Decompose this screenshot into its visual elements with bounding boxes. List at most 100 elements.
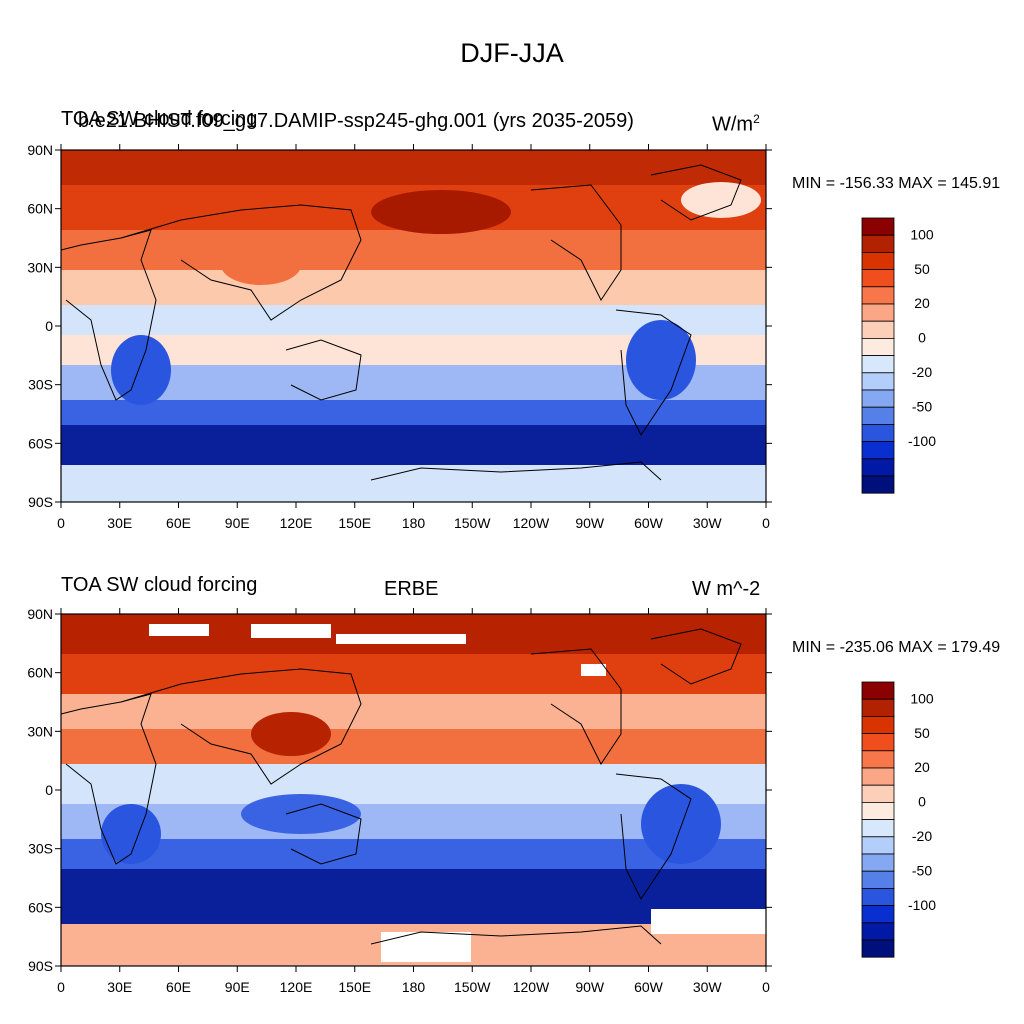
colorbar-label: 20	[914, 759, 930, 775]
colorbar-swatch	[861, 698, 895, 717]
lat-tick-label: 30S	[28, 377, 53, 393]
colorbar-swatch	[861, 905, 895, 924]
feature-maritime-continent	[241, 794, 361, 834]
missing-data-canada	[581, 664, 606, 676]
lon-tick-label: 30W	[693, 515, 723, 531]
coastline-antarctica	[370, 925, 662, 945]
colorbar-swatch	[861, 441, 895, 460]
colorbar-label: -100	[908, 433, 936, 449]
colorbar-swatch	[861, 922, 895, 941]
colorbar-swatch	[861, 767, 895, 786]
coastline-greenland	[650, 164, 742, 221]
panel1-center-label: b.e21.BHIST.f09_g17.DAMIP-ssp245-ghg.001…	[78, 110, 634, 132]
band-antarctic	[61, 465, 766, 502]
feature-southern-africa	[111, 335, 171, 405]
lon-tick-label: 150W	[454, 515, 491, 531]
lon-tick-label: 150W	[454, 979, 491, 995]
band-equator	[61, 764, 766, 804]
missing-data-arctic-north	[251, 624, 331, 638]
panel1-minmax: MIN = -156.33 MAX = 145.91	[792, 175, 1001, 192]
band-northern-tropics	[61, 270, 766, 305]
panel2-right-label: W m^-2	[692, 578, 761, 600]
lon-tick-label: 90W	[575, 515, 605, 531]
panel2-left-label: TOA SW cloud forcing	[61, 574, 258, 596]
lat-tick-label: 90N	[27, 142, 53, 158]
lat-tick-label: 30N	[27, 259, 53, 275]
band-southern-ocean	[61, 869, 766, 924]
colorbar-swatch	[861, 853, 895, 872]
lon-tick-label: 60W	[634, 979, 664, 995]
colorbar-swatch	[861, 269, 895, 288]
lon-tick-label: 120E	[280, 979, 313, 995]
latitude-axis: 90N 60N 30N 0 30S 60S 90S	[27, 606, 772, 974]
colorbar-swatch	[861, 252, 895, 271]
coastline-antarctica	[370, 461, 662, 481]
lon-tick-label: 60E	[166, 979, 191, 995]
figure-title: DJF-JJA	[460, 38, 564, 68]
colorbar-swatch	[861, 389, 895, 408]
lat-tick-label: 60N	[27, 665, 53, 681]
lon-tick-label: 90E	[225, 979, 250, 995]
lat-tick-label: 0	[45, 318, 53, 334]
colorbar-label: 50	[914, 261, 930, 277]
coastline-south-america	[615, 773, 692, 900]
colorbar-swatch	[861, 681, 895, 700]
colorbar-label: 20	[914, 295, 930, 311]
lon-tick-label: 120E	[280, 515, 313, 531]
latitude-axis: 90N 60N 30N 0 30S 60S 90S	[27, 142, 772, 510]
lat-tick-label: 30S	[28, 841, 53, 857]
colorbar-swatch	[861, 286, 895, 305]
band-northern-tropics	[61, 729, 766, 764]
lon-tick-label: 60W	[634, 515, 664, 531]
panel2-center-label: ERBE	[384, 578, 439, 600]
colorbar-swatch	[861, 870, 895, 889]
colorbar-label: 0	[918, 330, 926, 346]
colorbar-swatch	[861, 819, 895, 838]
colorbar-swatch	[861, 784, 895, 803]
lon-tick-label: 90W	[575, 979, 605, 995]
missing-data-siberia	[149, 624, 209, 636]
panel2-minmax: MIN = -235.06 MAX = 179.49	[792, 639, 1001, 656]
colorbar-swatch	[861, 475, 895, 494]
lon-tick-label: 150E	[338, 515, 371, 531]
band-northern-subtropics	[61, 230, 766, 270]
lat-tick-label: 90N	[27, 606, 53, 622]
band-southern-ocean	[61, 425, 766, 465]
colorbar-swatch	[861, 320, 895, 339]
feature-southern-africa	[101, 804, 161, 864]
colorbar-swatch	[861, 406, 895, 425]
coastline-north-america	[530, 648, 622, 765]
lon-tick-label: 120W	[513, 979, 550, 995]
coastline-north-america	[530, 184, 622, 301]
band-southern-mid	[61, 400, 766, 425]
colorbar-swatch	[861, 836, 895, 855]
colorbar-swatch	[861, 716, 895, 735]
panel1-colorbar: 100 50 20 0 -20 -50 -100	[861, 217, 936, 494]
colorbar-swatch	[861, 217, 895, 236]
missing-data-arctic-ocean	[336, 634, 466, 644]
feature-greenland	[681, 182, 761, 218]
colorbar-swatch	[861, 939, 895, 958]
band-northern-mid	[61, 654, 766, 694]
feature-north-pacific	[371, 190, 511, 234]
panel1-units-superscript: 2	[753, 112, 760, 126]
longitude-axis: 0 30E 60E 90E 120E 150E 180 150W 120W 90W 60W 30W 0	[57, 608, 770, 995]
lon-tick-label: 30W	[693, 979, 723, 995]
colorbar-swatch	[861, 750, 895, 769]
colorbar-label: -20	[912, 364, 932, 380]
lat-tick-label: 90S	[28, 494, 53, 510]
colorbar-swatch	[861, 801, 895, 820]
coastline-eurasia	[120, 668, 362, 785]
panel2-colorbar: 100 50 20 0 -20 -50 -100	[861, 681, 936, 958]
panel1-map: 90N 60N 30N 0 30S 60S 90S 0 30E 60E 90E 120E 150E 18…	[27, 142, 936, 531]
colorbar-swatch	[861, 372, 895, 391]
lon-tick-label: 0	[57, 515, 65, 531]
colorbar-label: -100	[908, 897, 936, 913]
feature-south-asia	[221, 245, 301, 285]
colorbar-swatch	[861, 303, 895, 322]
colorbar-label: -50	[912, 398, 932, 414]
missing-data-ross	[381, 932, 471, 962]
coastline-africa	[60, 693, 157, 865]
panel1-right-label: W/m2	[712, 112, 760, 137]
colorbar-swatch	[861, 355, 895, 374]
